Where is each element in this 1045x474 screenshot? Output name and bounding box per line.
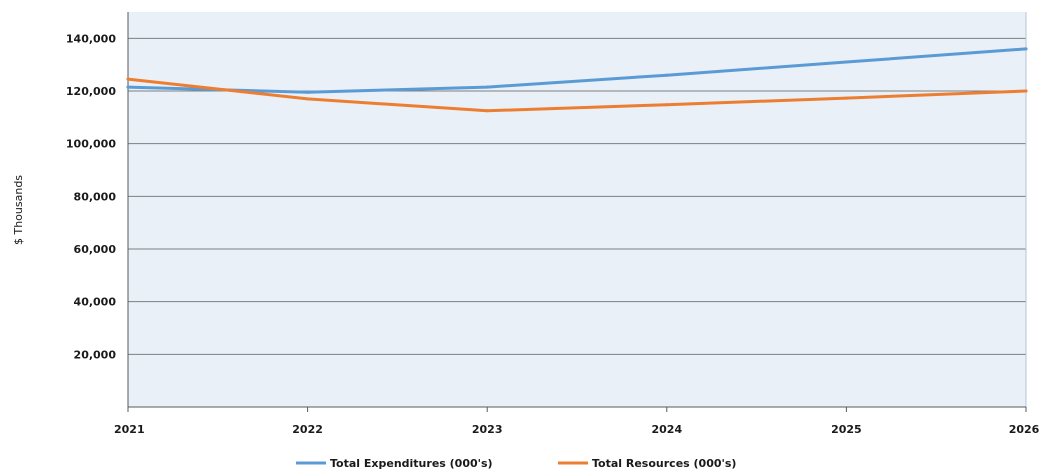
- y-tick-label: 80,000: [74, 190, 117, 203]
- y-tick-label: 60,000: [74, 243, 117, 256]
- y-tick-label: 140,000: [66, 32, 116, 45]
- legend-label: Total Expenditures (000's): [330, 457, 493, 470]
- data-point: [306, 90, 310, 94]
- x-tick-label: 2021: [114, 423, 145, 436]
- x-tick-label: 2022: [292, 423, 323, 436]
- data-point: [126, 85, 130, 89]
- data-point: [1024, 89, 1028, 93]
- data-point: [844, 96, 848, 100]
- x-tick-label: 2024: [651, 423, 682, 436]
- data-point: [665, 73, 669, 77]
- y-tick-label: 120,000: [66, 85, 116, 98]
- y-tick-label: 20,000: [74, 348, 117, 361]
- x-tick-label: 2023: [472, 423, 503, 436]
- data-point: [485, 109, 489, 113]
- plot-area: [128, 12, 1026, 407]
- legend: Total Expenditures (000's) Total Resource…: [296, 457, 736, 470]
- data-point: [485, 85, 489, 89]
- series-lines: [126, 47, 1028, 113]
- data-point: [665, 103, 669, 107]
- y-tick-label: 40,000: [74, 296, 117, 309]
- y-tick-label: 100,000: [66, 138, 116, 151]
- x-tick-label: 2026: [1009, 423, 1040, 436]
- data-point: [844, 60, 848, 64]
- x-tick-label: 2025: [831, 423, 862, 436]
- legend-label: Total Resources (000's): [592, 457, 736, 470]
- data-point: [126, 77, 130, 81]
- data-point: [1024, 47, 1028, 51]
- x-tick-labels: 2021 2022 2023 2024 2025 2026: [114, 407, 1040, 436]
- y-tick-labels: 20,000 40,000 60,000 80,000 100,000 120,000 14…: [66, 32, 116, 361]
- series-line-total-resources: [126, 77, 1028, 113]
- y-axis-title: $ Thousands: [12, 175, 25, 245]
- series-line-total-expenditures: [126, 47, 1028, 94]
- data-point: [306, 97, 310, 101]
